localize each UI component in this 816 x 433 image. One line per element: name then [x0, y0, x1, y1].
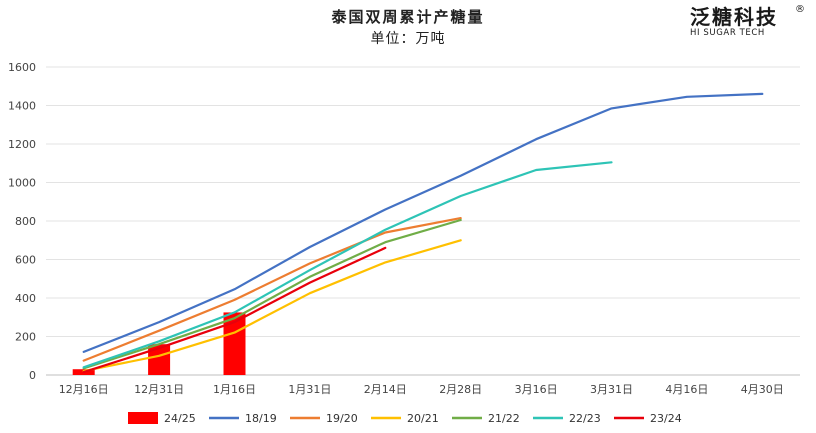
- series-line: [82, 92, 764, 353]
- chart-title: 泰国双周累计产糖量: [331, 8, 485, 26]
- legend: 24/25 18/19 19/20 20/21 21/22 22/23 23/24: [128, 412, 682, 425]
- series-line: [82, 246, 387, 374]
- series-line: [82, 239, 462, 373]
- series-line: [82, 217, 462, 362]
- x-tick-label: 1月16日: [213, 383, 256, 396]
- company-logo: 泛糖科技 ® HI SUGAR TECH: [690, 4, 805, 39]
- logo-text: 泛糖科技: [690, 5, 778, 29]
- legend-label: 20/21: [407, 412, 439, 425]
- legend-label: 19/20: [326, 412, 358, 425]
- legend-swatch: [128, 412, 158, 424]
- y-tick-label: 1400: [8, 100, 36, 113]
- chart-subtitle: 单位：万吨: [370, 31, 446, 47]
- legend-label: 23/24: [650, 412, 682, 425]
- bar: [223, 312, 246, 375]
- legend-label: 22/23: [569, 412, 601, 425]
- legend-label: 21/22: [488, 412, 520, 425]
- x-tick-label: 2月14日: [364, 383, 407, 396]
- x-tick-label: 12月31日: [134, 383, 184, 396]
- legend-label: 18/19: [245, 412, 277, 425]
- line-series: [82, 92, 764, 374]
- y-axis: 0 200 400 600 800 1000 1200 1400 1600: [8, 61, 36, 382]
- registered-mark: ®: [795, 4, 805, 15]
- x-tick-label: 2月28日: [439, 383, 482, 396]
- y-tick-label: 0: [29, 369, 36, 382]
- legend-label: 24/25: [164, 412, 196, 425]
- y-tick-label: 800: [15, 215, 36, 228]
- y-tick-label: 1600: [8, 61, 36, 74]
- gridlines: [46, 66, 800, 376]
- y-tick-label: 600: [15, 254, 36, 267]
- y-tick-label: 400: [15, 292, 36, 305]
- x-tick-label: 3月31日: [590, 383, 633, 396]
- y-tick-label: 1200: [8, 138, 36, 151]
- series-line: [82, 161, 613, 369]
- x-tick-label: 4月30日: [741, 383, 784, 396]
- x-tick-label: 3月16日: [515, 383, 558, 396]
- y-tick-label: 1000: [8, 177, 36, 190]
- x-axis: 12月16日 12月31日 1月16日 1月31日 2月14日 2月28日 3月16日 3月3…: [59, 383, 784, 396]
- x-tick-label: 1月31日: [288, 383, 331, 396]
- x-tick-label: 12月16日: [59, 383, 109, 396]
- x-tick-label: 4月16日: [665, 383, 708, 396]
- y-tick-label: 200: [15, 331, 36, 344]
- series-line: [82, 218, 462, 370]
- bar: [148, 344, 171, 375]
- logo-subtext: HI SUGAR TECH: [690, 28, 765, 38]
